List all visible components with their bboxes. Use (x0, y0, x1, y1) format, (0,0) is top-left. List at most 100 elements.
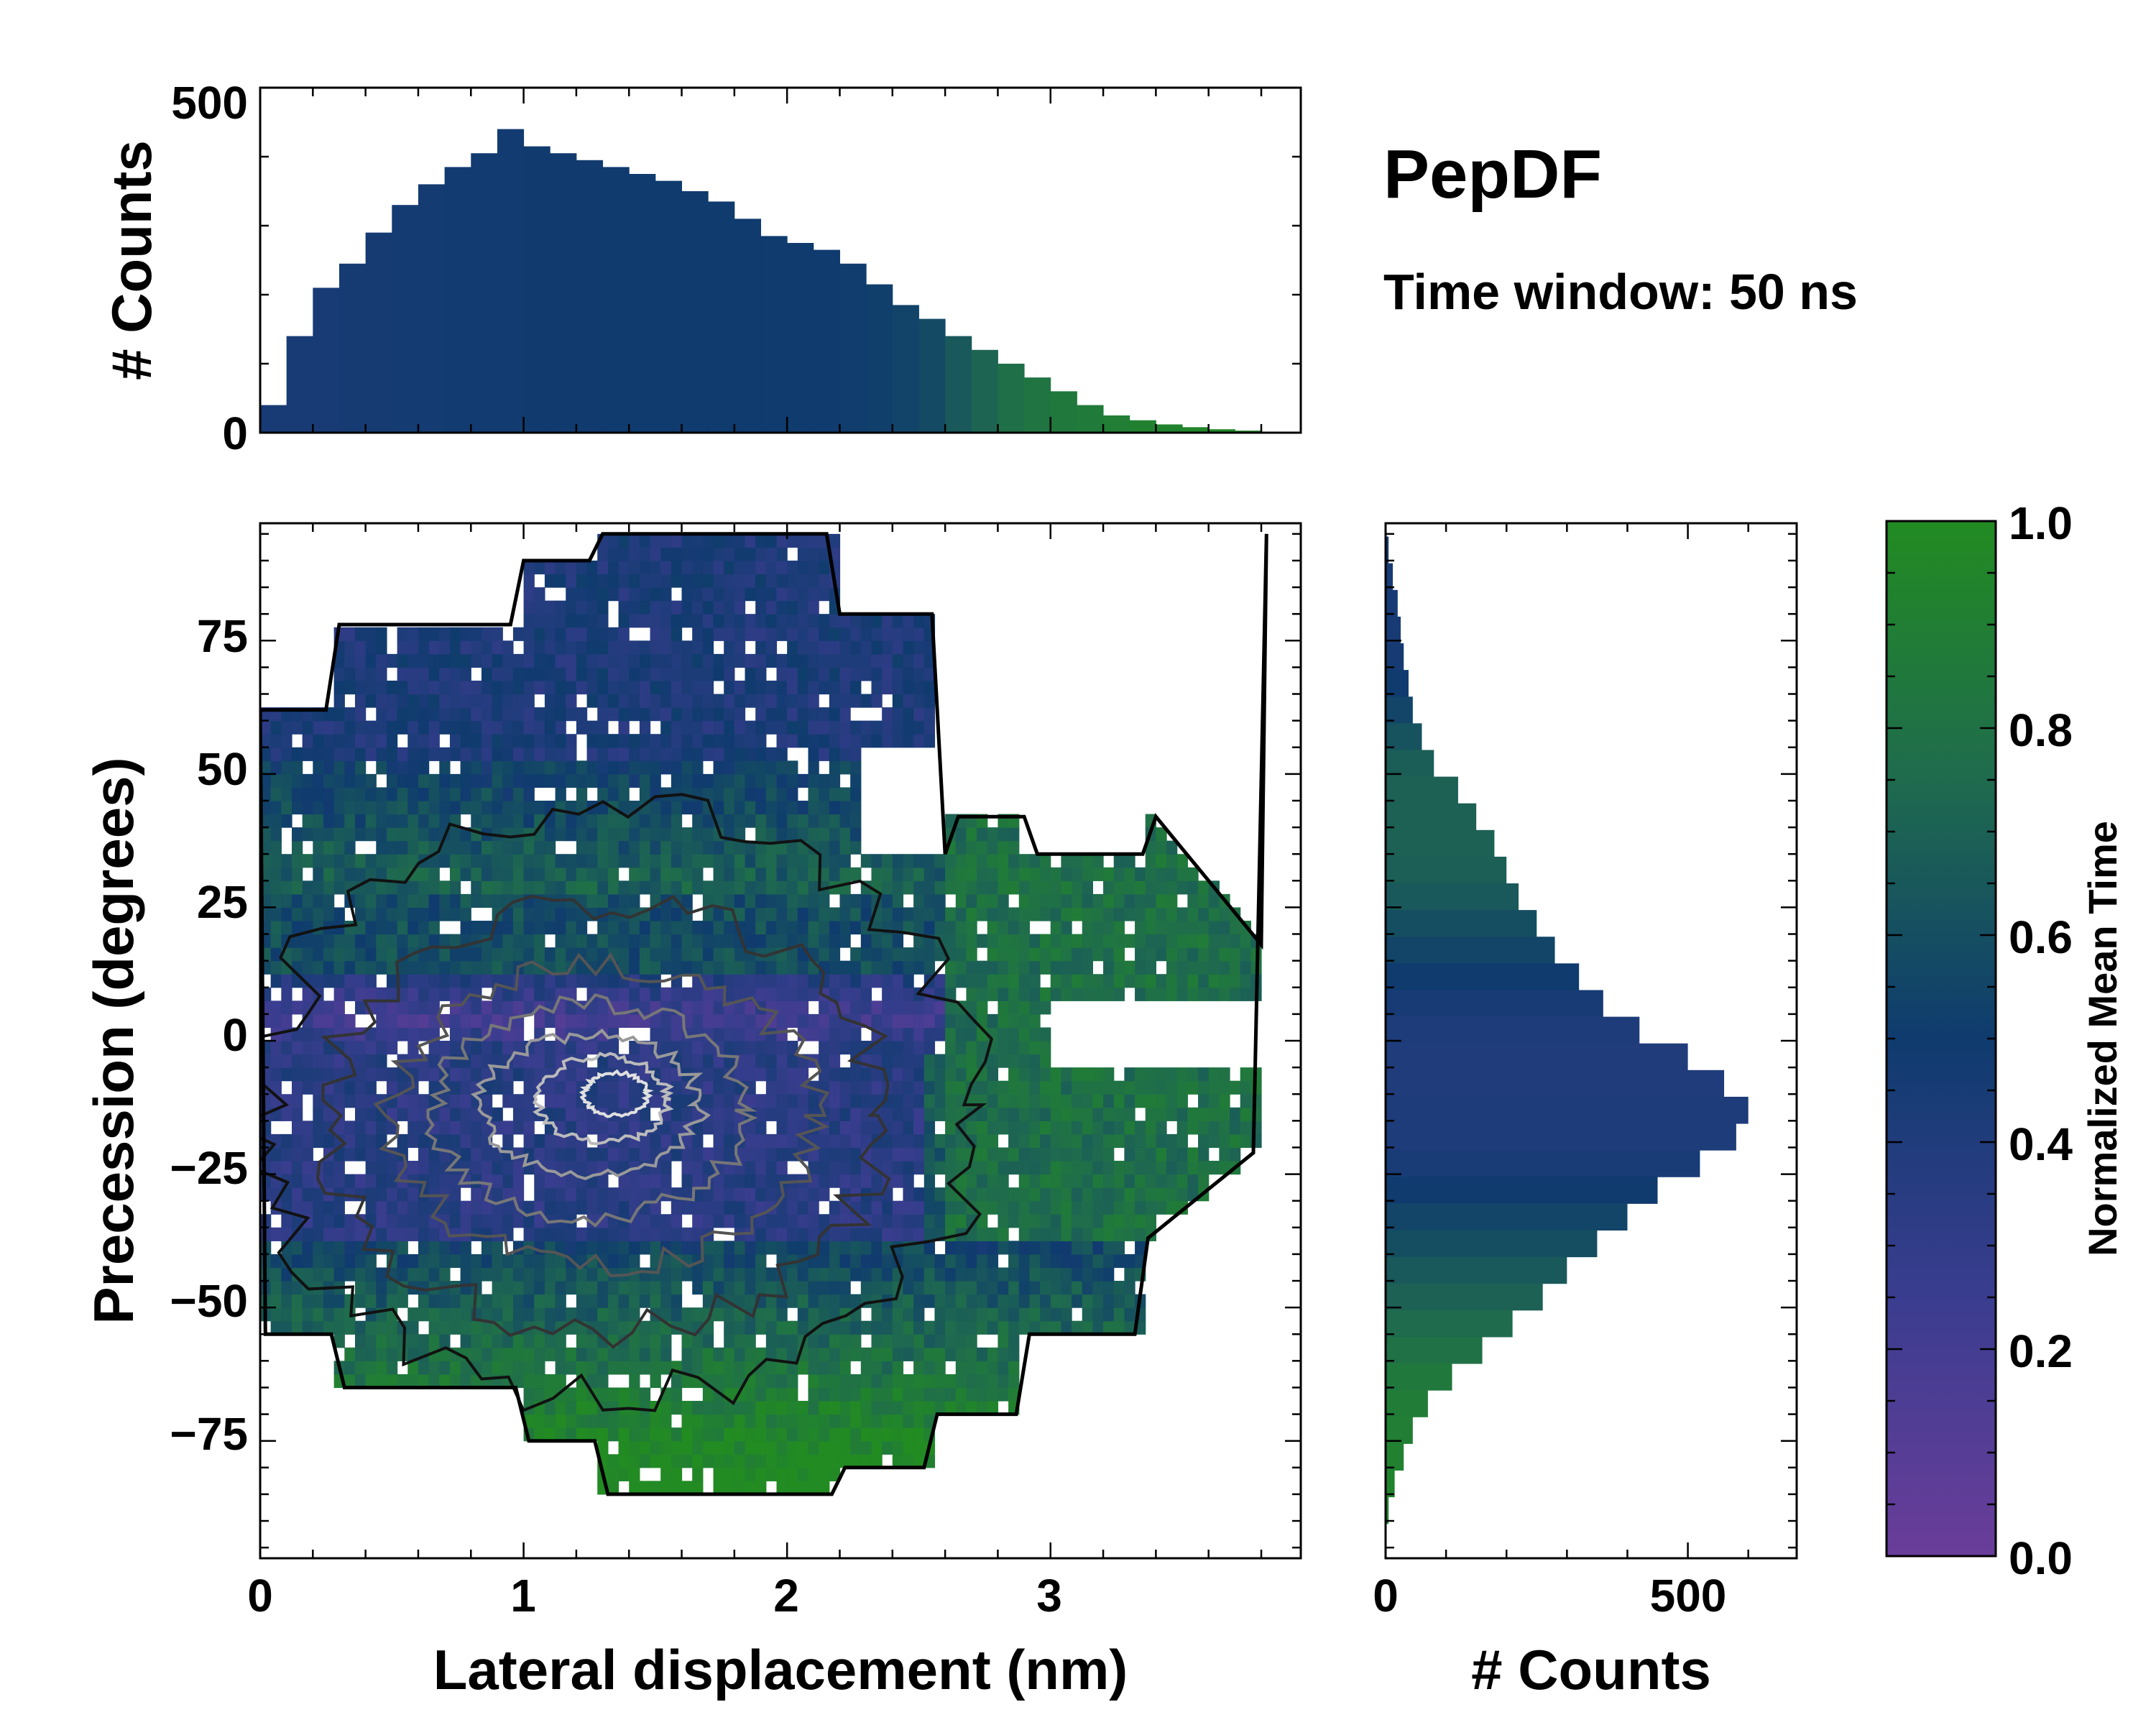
heatmap-cell (808, 893, 819, 908)
heatmap-cell (397, 1200, 408, 1215)
heatmap-cell (1050, 1281, 1062, 1295)
heatmap-cell (913, 1227, 925, 1241)
heatmap-cell (776, 1041, 788, 1055)
heatmap-cell (998, 974, 1009, 988)
heatmap-cell (713, 1054, 724, 1068)
heatmap-cell (998, 867, 1009, 881)
heatmap-cell (755, 1267, 767, 1282)
heatmap-cell (544, 627, 556, 641)
heatmap-cell (1061, 987, 1072, 1001)
heatmap-cell (808, 1467, 819, 1481)
heatmap-cell (977, 1241, 988, 1255)
heatmap-cell (977, 880, 988, 895)
heatmap-cell (449, 667, 461, 681)
heatmap-cell (1008, 1387, 1020, 1402)
heatmap-cell (333, 827, 345, 842)
heatmap-cell (787, 760, 798, 775)
heatmap-cell (650, 1094, 661, 1108)
heatmap-cell (755, 547, 767, 561)
heatmap-cell (681, 560, 693, 575)
heatmap-cell (629, 1174, 640, 1188)
heatmap-cell (998, 1187, 1009, 1202)
heatmap-cell (955, 840, 967, 855)
heatmap-cell (576, 1347, 588, 1361)
heatmap-cell (955, 1361, 967, 1375)
heatmap-cell (566, 694, 577, 708)
heatmap-cell (607, 1121, 619, 1135)
heatmap-cell (397, 1374, 408, 1389)
heatmap-cell (323, 1161, 335, 1175)
right-histogram-bar (1386, 1283, 1543, 1311)
heatmap-cell (892, 1440, 904, 1455)
heatmap-cell (955, 1334, 967, 1348)
heatmap-cell (734, 960, 746, 975)
heatmap-cell (787, 667, 798, 681)
heatmap-cell (977, 1347, 988, 1361)
heatmap-cell (923, 1027, 936, 1041)
heatmap-cell (481, 640, 493, 655)
heatmap-cell (291, 800, 303, 815)
heatmap-cell (354, 934, 367, 948)
heatmap-cell (745, 1294, 756, 1308)
heatmap-cell (776, 1080, 788, 1095)
heatmap-cell (586, 1000, 598, 1015)
heatmap-cell (365, 747, 377, 761)
heatmap-cell (1082, 1294, 1093, 1308)
heatmap-cell (376, 1107, 387, 1121)
heatmap-cell (987, 960, 999, 975)
heatmap-cell (692, 653, 704, 668)
heatmap-cell (776, 1361, 788, 1375)
heatmap-cell (1145, 1214, 1156, 1228)
heatmap-cell (512, 1054, 525, 1068)
heatmap-cell (755, 1107, 767, 1121)
heatmap-cell (576, 960, 588, 975)
heatmap-cell (502, 653, 514, 668)
heatmap-cell (987, 1054, 999, 1068)
heatmap-cell (512, 667, 525, 681)
heatmap-cell (892, 1133, 904, 1149)
heatmap-cell (502, 1361, 514, 1375)
heatmap-cell (407, 760, 419, 775)
heatmap-cell (671, 987, 683, 1001)
heatmap-cell (829, 1147, 841, 1162)
heatmap-cell (923, 1267, 936, 1282)
heatmap-cell (607, 854, 619, 868)
heatmap-cell (449, 1361, 461, 1375)
heatmap-cell (512, 907, 525, 921)
right-histogram-bar (1386, 856, 1507, 884)
heatmap-cell (555, 574, 566, 588)
heatmap-cell (808, 854, 819, 868)
heatmap-cell (270, 734, 282, 748)
heatmap-cell (745, 1320, 756, 1335)
heatmap-cell (987, 1200, 999, 1215)
heatmap-cell (386, 1227, 398, 1241)
heatmap-cell (418, 1227, 430, 1241)
heatmap-cell (681, 587, 693, 602)
heatmap-cell (819, 1013, 830, 1029)
heatmap-cell (987, 1254, 999, 1269)
heatmap-cell (913, 1374, 925, 1389)
heatmap-cell (913, 1254, 925, 1269)
heatmap-cell (618, 920, 630, 935)
heatmap-cell (555, 1427, 566, 1442)
heatmap-cell (291, 1200, 303, 1215)
heatmap-cell (418, 867, 430, 881)
heatmap-cell (871, 1281, 883, 1295)
heatmap-cell (819, 1000, 830, 1015)
right-histogram-bar (1386, 589, 1398, 617)
heatmap-cell (787, 814, 798, 828)
heatmap-cell (923, 1200, 936, 1215)
heatmap-cell (934, 1307, 946, 1322)
heatmap-cell (702, 574, 714, 588)
heatmap-cell (323, 947, 335, 962)
heatmap-cell (1187, 920, 1199, 935)
heatmap-cell (629, 1387, 640, 1402)
heatmap-cell (755, 720, 767, 735)
heatmap-cell (460, 1200, 471, 1215)
heatmap-cell (544, 1294, 556, 1308)
heatmap-cell (544, 1041, 556, 1055)
heatmap-cell (987, 1281, 999, 1295)
heatmap-cell (333, 680, 345, 695)
heatmap-cell (860, 734, 872, 748)
